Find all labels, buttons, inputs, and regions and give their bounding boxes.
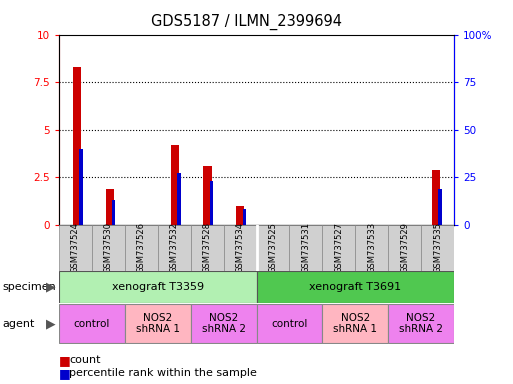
Text: GSM737527: GSM737527 [334,222,343,273]
Text: NOS2
shRNA 2: NOS2 shRNA 2 [202,313,246,334]
Bar [236,206,244,225]
Bar [125,304,191,343]
Text: count: count [69,355,101,365]
Bar [224,225,256,271]
Bar [210,181,213,225]
Text: GSM737529: GSM737529 [400,222,409,273]
Bar [204,166,211,225]
Bar [59,304,125,343]
Text: control: control [271,318,308,329]
Text: ■: ■ [59,367,71,380]
Text: specimen: specimen [3,282,56,292]
Bar [432,169,440,225]
Text: GSM737534: GSM737534 [235,222,245,273]
Bar [256,304,322,343]
Bar [171,145,179,225]
Text: GSM737532: GSM737532 [170,222,179,273]
Text: percentile rank within the sample: percentile rank within the sample [69,368,257,378]
Bar [191,225,224,271]
Bar [289,225,322,271]
Bar [92,225,125,271]
Text: xenograft T3691: xenograft T3691 [309,282,401,292]
Text: NOS2
shRNA 1: NOS2 shRNA 1 [136,313,180,334]
Bar [73,67,81,225]
Bar [191,304,256,343]
Bar [421,225,454,271]
Text: GSM737528: GSM737528 [203,222,212,273]
Text: GSM737533: GSM737533 [367,222,376,273]
Bar [158,225,191,271]
Bar [388,225,421,271]
Text: ▶: ▶ [46,281,55,294]
Text: GSM737530: GSM737530 [104,222,113,273]
Bar [125,225,158,271]
Bar [388,304,454,343]
Text: NOS2
shRNA 1: NOS2 shRNA 1 [333,313,377,334]
Text: ■: ■ [59,354,71,367]
Text: GSM737526: GSM737526 [137,222,146,273]
Text: ▶: ▶ [46,317,55,330]
Bar [112,200,115,225]
Bar [322,225,355,271]
Bar [322,304,388,343]
Text: NOS2
shRNA 2: NOS2 shRNA 2 [399,313,443,334]
Text: agent: agent [3,319,35,329]
Bar [243,209,246,225]
Text: GDS5187 / ILMN_2399694: GDS5187 / ILMN_2399694 [151,13,342,30]
Bar [59,271,256,303]
Text: GSM737535: GSM737535 [433,222,442,273]
Bar [256,225,289,271]
Text: GSM737531: GSM737531 [301,222,310,273]
Bar [80,149,83,225]
Text: xenograft T3359: xenograft T3359 [112,282,204,292]
Bar [439,189,442,225]
Text: GSM737524: GSM737524 [71,222,80,273]
Text: control: control [74,318,110,329]
Bar [177,173,181,225]
Bar [256,271,454,303]
Bar [355,225,388,271]
Text: GSM737525: GSM737525 [268,222,278,273]
Bar [106,189,114,225]
Bar [59,225,92,271]
